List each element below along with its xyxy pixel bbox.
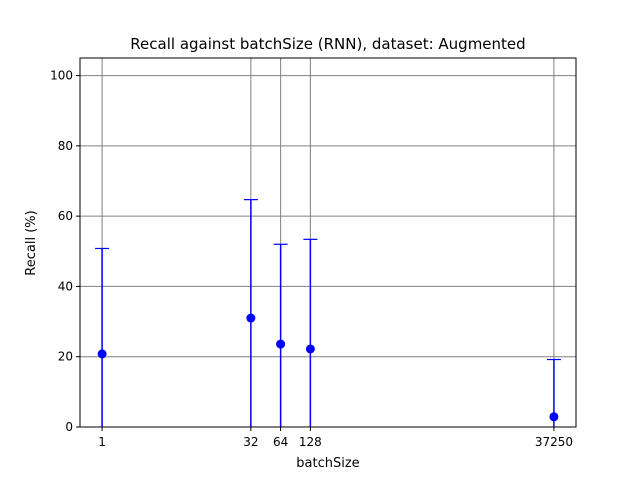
chart-title: Recall against batchSize (RNN), dataset:… (130, 35, 525, 53)
x-tick-label: 1 (98, 435, 106, 449)
y-axis-label: Recall (%) (24, 210, 39, 275)
y-tick-label: 100 (50, 69, 73, 83)
ticks: 1 32 64 128 37250 0 20 40 60 80 100 (50, 69, 573, 449)
data-point (97, 349, 107, 359)
plot-frame (79, 57, 577, 428)
data-series (95, 199, 561, 427)
y-tick-label: 20 (58, 350, 73, 364)
y-tick-label: 80 (58, 139, 73, 153)
y-tick-label: 0 (65, 420, 73, 434)
x-tick-label: 64 (273, 435, 288, 449)
data-point (276, 339, 286, 349)
x-tick-label: 32 (243, 435, 258, 449)
y-tick-label: 40 (58, 279, 73, 293)
x-tick-label: 128 (299, 435, 322, 449)
x-tick-label: 37250 (535, 435, 573, 449)
data-point (305, 344, 315, 354)
y-tick-label: 60 (58, 209, 73, 223)
data-point (246, 313, 256, 323)
data-point (549, 412, 559, 422)
x-axis-label: batchSize (296, 456, 359, 471)
